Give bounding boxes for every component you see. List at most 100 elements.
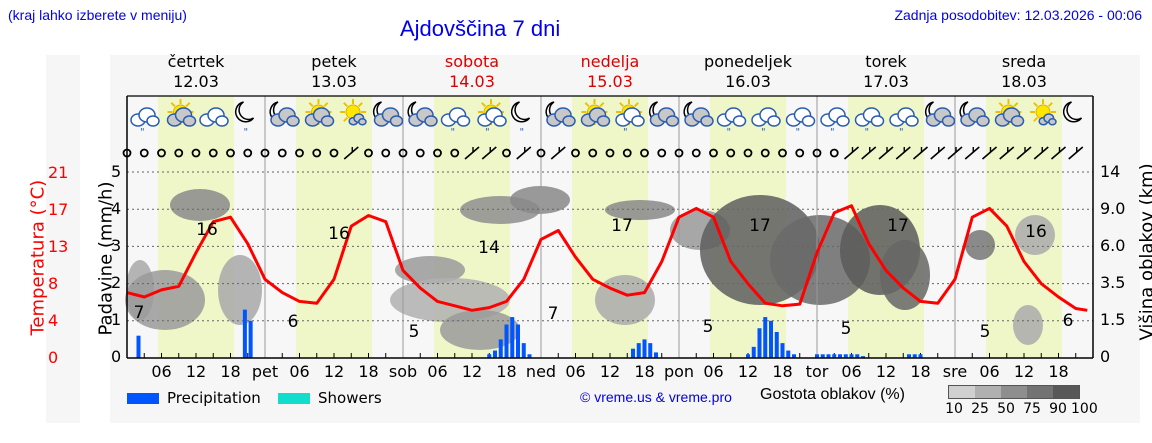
legend-label: Precipitation: [167, 389, 261, 407]
x-hour-label: 18: [496, 362, 517, 381]
wind-calm-icon: [657, 148, 667, 158]
day-name: sreda: [1001, 52, 1047, 71]
precipitation-bar: [832, 354, 837, 358]
sun-cloud-icon: [580, 99, 611, 127]
day-header: ponedeljek 16.03: [679, 52, 817, 92]
cloud-density-area: [395, 256, 465, 284]
x-hour-label: 06: [427, 362, 448, 381]
cloud-tick: 9.0: [1100, 199, 1126, 218]
density-swatch: [975, 386, 1001, 398]
wind-barb-icon: [895, 146, 911, 160]
moon-cloud-icon: [269, 101, 300, 127]
wind-calm-icon: [433, 148, 442, 158]
x-hour-label: 18: [1048, 362, 1069, 381]
wind-barb-icon: [930, 146, 946, 160]
wind-barb-icon: [878, 146, 894, 160]
cloud-density-area: [965, 230, 995, 260]
temp-tick: 17: [48, 200, 69, 219]
cloud-tick: 3.5: [1100, 273, 1126, 292]
x-hour-label: 12: [1013, 362, 1035, 381]
x-hour-label: 18: [772, 362, 793, 381]
precipitation-swatch: [127, 392, 159, 404]
temperature-min-label: 7: [548, 304, 559, 324]
precipitation-bar: [493, 350, 497, 358]
wind-calm-icon: [760, 148, 770, 158]
wind-barb-icon: [464, 146, 480, 160]
day-header: sreda 18.03: [955, 52, 1093, 92]
temperature-min-label: 5: [980, 322, 991, 342]
temperature-max-label: 16: [196, 220, 218, 240]
x-hour-label: 06: [151, 362, 172, 381]
moon-cloud-icon: [924, 101, 956, 127]
precipitation-bar: [136, 335, 141, 358]
x-hour-label: 18: [634, 362, 655, 381]
day-date: 12.03: [173, 72, 219, 91]
x-hour-label: 12: [875, 362, 897, 381]
cloud-rain-icon: ": [440, 107, 471, 138]
wind-barb-icon: [861, 146, 877, 160]
cloud-density-scale: [948, 385, 1080, 399]
precip-tick: 2: [111, 273, 122, 292]
density-swatch: [949, 386, 975, 398]
x-day-label: sre: [942, 362, 968, 381]
wind-calm-icon: [277, 148, 287, 158]
precipitation-bar: [757, 328, 762, 358]
x-day-label: ned: [525, 362, 557, 381]
precipitation-bar: [912, 354, 917, 358]
day-name: sobota: [444, 52, 500, 71]
precipitation-bar: [780, 343, 785, 358]
precipitation-bar: [516, 324, 520, 358]
temperature-min-label: 5: [409, 322, 420, 342]
legend-showers: Showers: [278, 389, 382, 407]
x-day-label: tor: [805, 362, 829, 381]
density-label: 25: [971, 401, 989, 417]
precipitation-bar: [815, 354, 819, 358]
cloud-tick: 1.5: [1100, 310, 1126, 329]
svg-text:": ": [140, 127, 145, 138]
x-hour-label: 18: [220, 362, 241, 381]
x-hour-label: 06: [703, 362, 724, 381]
density-label: 100: [1071, 401, 1098, 417]
precipitation-bar: [774, 331, 779, 358]
precipitation-bar: [248, 320, 253, 358]
svg-text:": ": [623, 127, 628, 138]
cloud-rain-icon: ": [751, 107, 781, 138]
day-name: torek: [865, 52, 907, 71]
x-hour-label: 06: [979, 362, 1000, 381]
sun-cloud-rain-icon: ": [615, 99, 645, 138]
wind-calm-icon: [588, 148, 598, 158]
cloud-density-area: [1013, 305, 1043, 345]
moon-cloud-icon: [372, 101, 404, 127]
cloud-density-area: [880, 240, 930, 310]
x-hour-label: 12: [737, 362, 759, 381]
wind-calm-icon: [295, 148, 304, 158]
precipitation-bar: [820, 354, 825, 358]
density-label: 50: [997, 401, 1015, 417]
precipitation-bar: [843, 354, 848, 358]
wind-calm-icon: [778, 148, 787, 158]
temperature-min-label: 6: [288, 312, 299, 332]
wind-barb-icon: [343, 146, 359, 160]
svg-text:": ": [899, 127, 904, 138]
wind-calm-icon: [260, 148, 270, 158]
svg-text:": ": [485, 127, 490, 138]
moon-cloud-icon: [545, 101, 576, 127]
x-hour-label: 18: [910, 362, 931, 381]
cloud-density-labels: 10 25 50 75 90 100: [941, 401, 1098, 417]
wind-barb-icon: [1068, 146, 1084, 160]
cloud-density-area: [595, 275, 655, 325]
day-date: 17.03: [863, 72, 909, 91]
day-name: ponedeljek: [704, 52, 792, 71]
credit-link[interactable]: © vreme.us & vreme.pro: [580, 389, 732, 405]
temperature-max-label: 16: [328, 224, 350, 244]
cloud-tick: 14: [1100, 162, 1121, 181]
wind-barb-icon: [999, 146, 1015, 160]
wind-barb-icon: [1016, 146, 1032, 160]
wind-calm-icon: [450, 148, 460, 158]
cloud-tick: 6.0: [1100, 236, 1126, 255]
x-hour-label: 06: [289, 362, 310, 381]
wind-calm-icon: [709, 148, 718, 158]
moon-rain-icon: ": [234, 101, 255, 138]
wind-calm-icon: [812, 148, 822, 158]
